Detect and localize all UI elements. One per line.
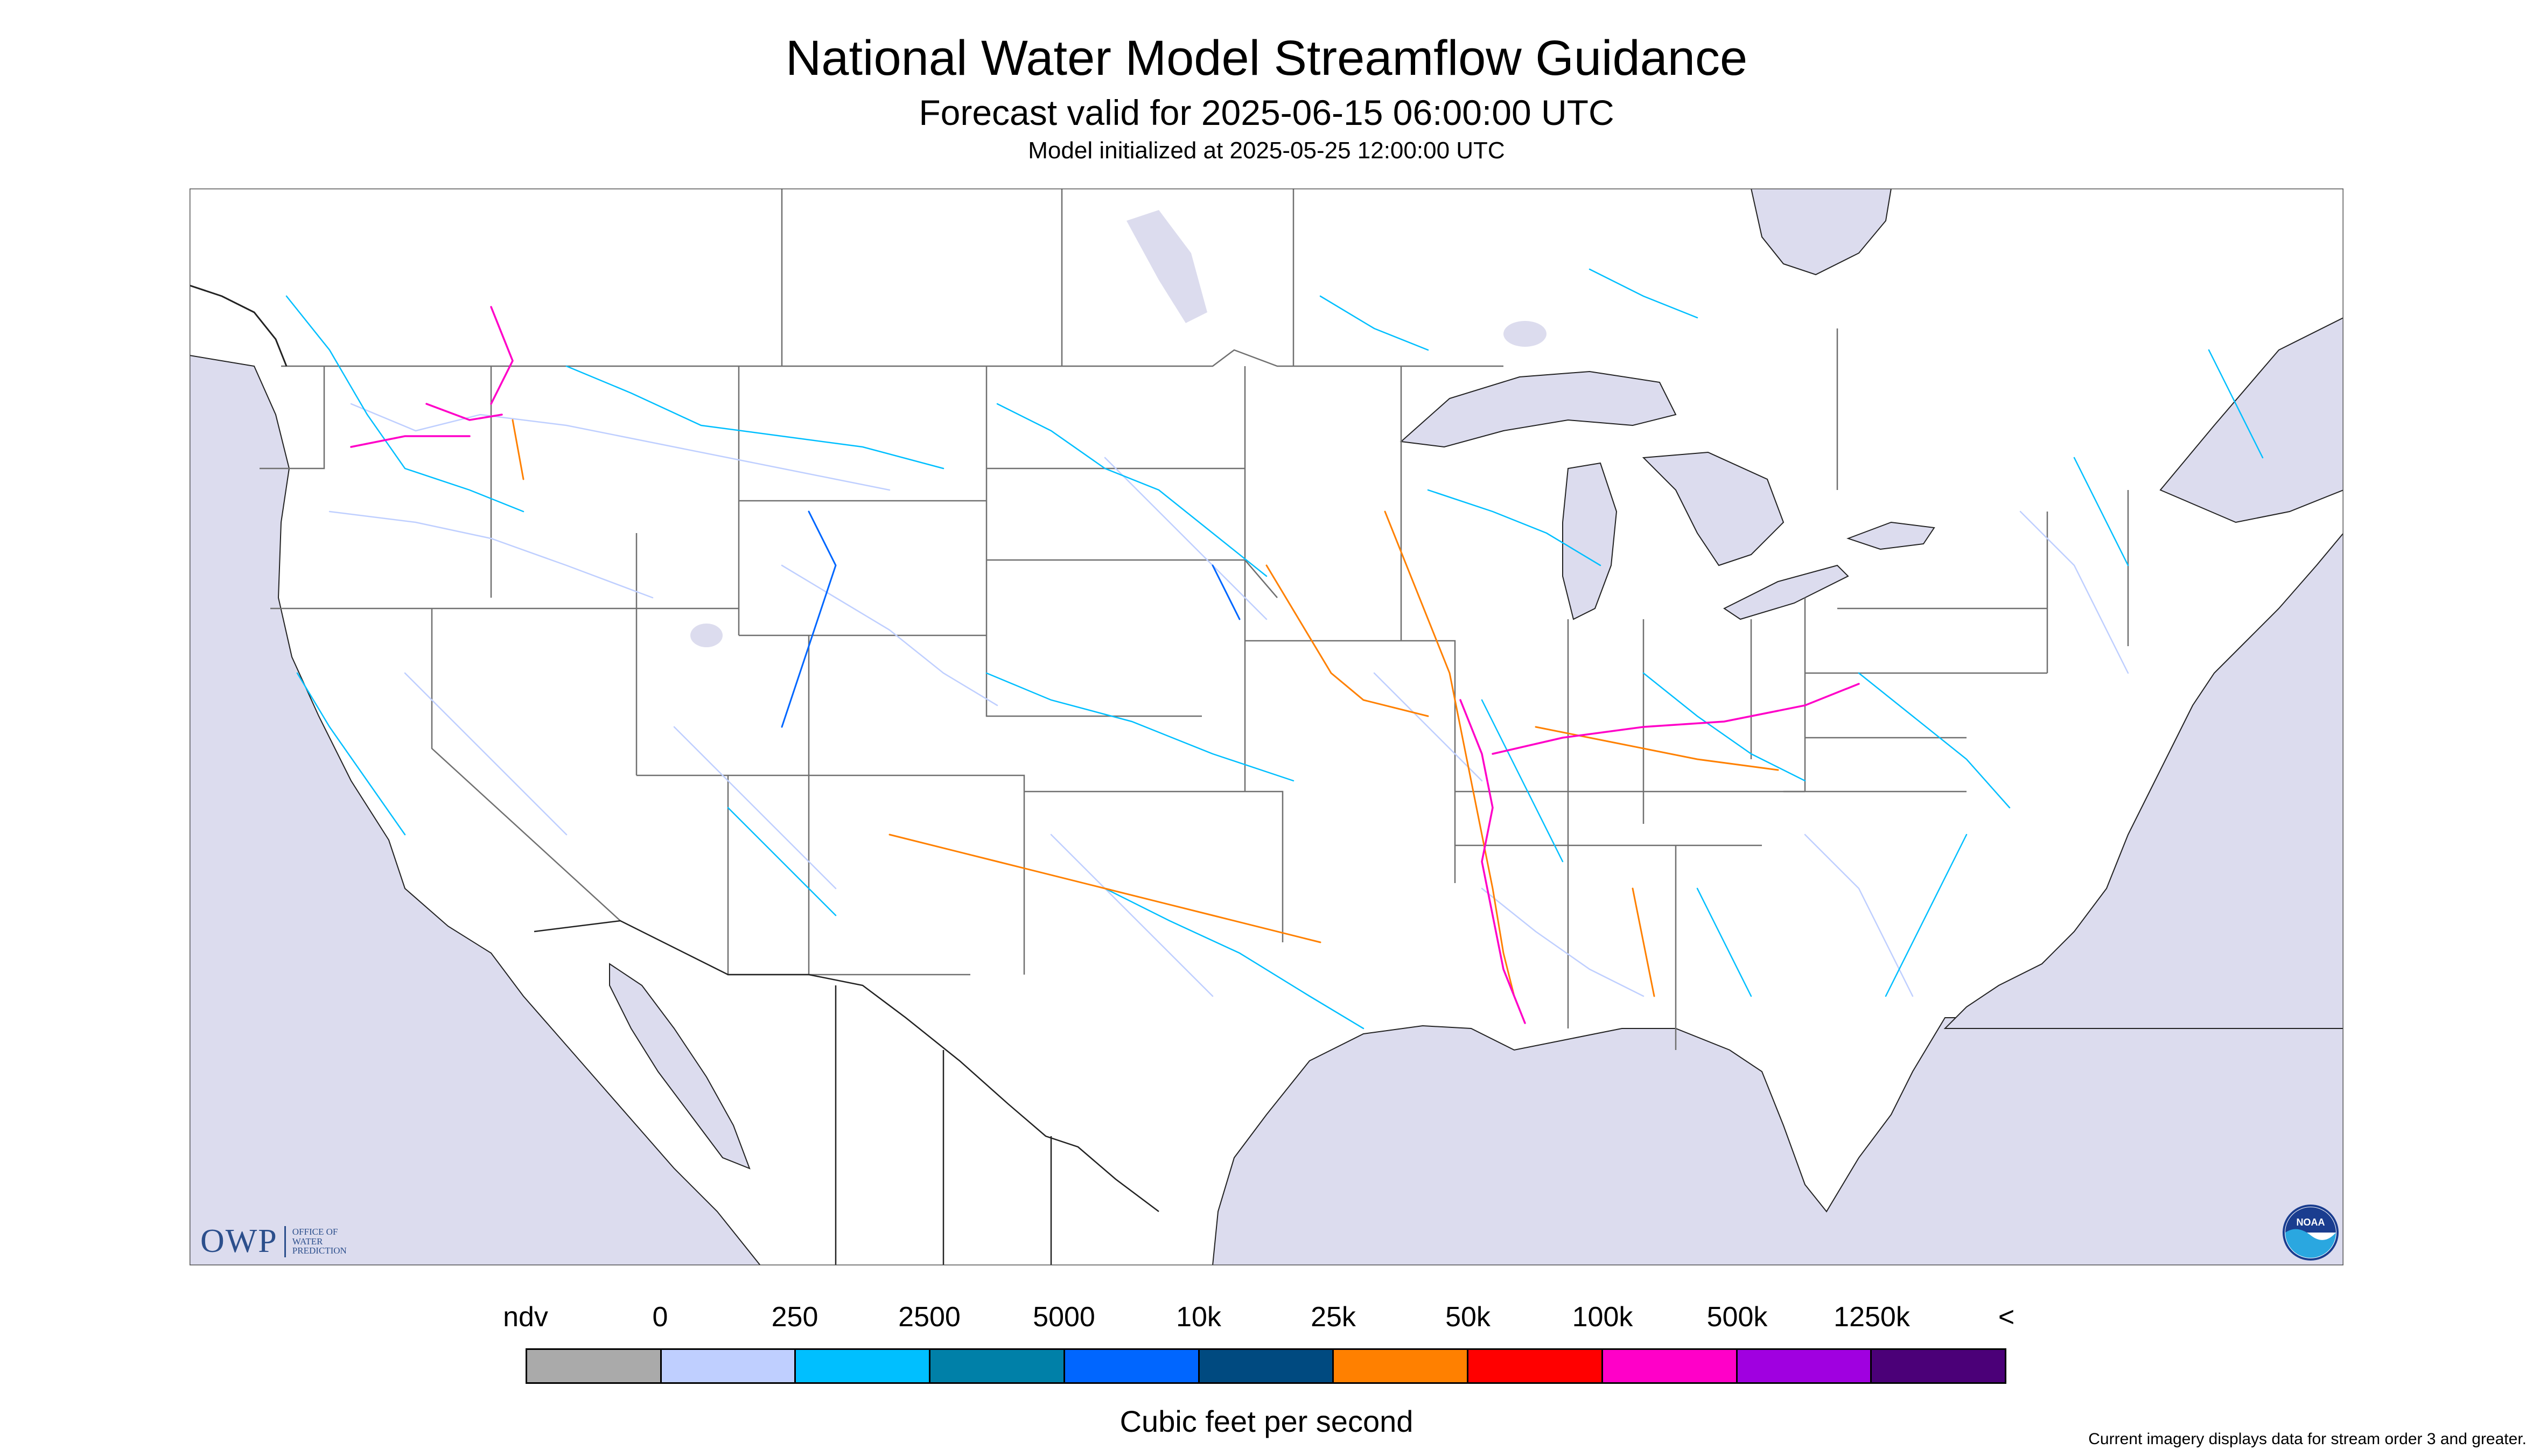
great-salt-lake xyxy=(690,624,723,647)
hudson-bay xyxy=(1750,188,1892,276)
legend-swatch xyxy=(1872,1350,2005,1382)
owp-logo-text: OFFICE OF WATER PREDICTION xyxy=(292,1226,347,1256)
river-network xyxy=(285,268,2264,1030)
legend-swatch xyxy=(1199,1350,1334,1382)
legend-tick-label: 25k xyxy=(1311,1301,1356,1333)
model-init-time: Model initialized at 2025-05-25 12:00:00… xyxy=(1028,137,1505,164)
lake-michigan xyxy=(1562,462,1618,620)
legend-swatch xyxy=(1334,1350,1469,1382)
owp-logo-divider xyxy=(284,1226,286,1257)
gulf-of-california xyxy=(609,963,751,1170)
legend-swatch xyxy=(661,1350,796,1382)
legend-swatch xyxy=(1065,1350,1200,1382)
legend-tick-label: < xyxy=(1998,1301,2015,1333)
legend-swatch xyxy=(930,1350,1065,1382)
legend-swatch xyxy=(1603,1350,1738,1382)
legend-tick-label: ndv xyxy=(503,1301,548,1333)
stream-order-footnote: Current imagery displays data for stream… xyxy=(2088,1430,2527,1448)
legend-swatch xyxy=(1468,1350,1603,1382)
legend-tick-label: 10k xyxy=(1176,1301,1221,1333)
mexico-borders xyxy=(534,920,1159,1265)
lake-ontario xyxy=(1846,521,1935,550)
svg-text:NOAA: NOAA xyxy=(2297,1217,2325,1228)
lake-erie xyxy=(1723,564,1849,620)
gulf-of-st-lawrence xyxy=(2159,317,2343,523)
legend-tick-label: 0 xyxy=(652,1301,668,1333)
legend-units: Cubic feet per second xyxy=(1119,1404,1414,1438)
legend-swatch xyxy=(796,1350,931,1382)
owp-logo: OWP OFFICE OF WATER PREDICTION xyxy=(200,1222,347,1261)
legend-tick-label: 500k xyxy=(1706,1301,1768,1333)
legend-tick-label: 250 xyxy=(771,1301,818,1333)
forecast-valid-time: Forecast valid for 2025-06-15 06:00:00 U… xyxy=(919,93,1614,132)
streamflow-map xyxy=(190,188,2343,1265)
canada-west-coast xyxy=(190,284,288,367)
legend-tick-label: 2500 xyxy=(898,1301,961,1333)
atlantic-ocean xyxy=(1943,532,2343,1029)
noaa-logo-icon: NOAA xyxy=(2283,1205,2339,1261)
gulf-of-mexico xyxy=(1212,1017,2343,1265)
legend-color-bar xyxy=(526,1348,2006,1384)
owp-logo-letters: OWP xyxy=(200,1223,278,1259)
lake-huron xyxy=(1642,451,1785,566)
legend-tick-label: 5000 xyxy=(1033,1301,1095,1333)
legend-tick-label: 1250k xyxy=(1834,1301,1910,1333)
pacific-ocean xyxy=(190,354,761,1265)
legend-swatch xyxy=(1737,1350,1872,1382)
legend-tick-label: 50k xyxy=(1445,1301,1491,1333)
lake-superior xyxy=(1400,370,1677,448)
lake-nipigon xyxy=(1503,321,1547,347)
legend-tick-label: 100k xyxy=(1572,1301,1633,1333)
map-title: National Water Model Streamflow Guidance xyxy=(785,31,1748,86)
state-borders xyxy=(260,188,2129,1050)
lake-winnipeg xyxy=(1126,210,1207,323)
legend-swatch xyxy=(527,1350,662,1382)
